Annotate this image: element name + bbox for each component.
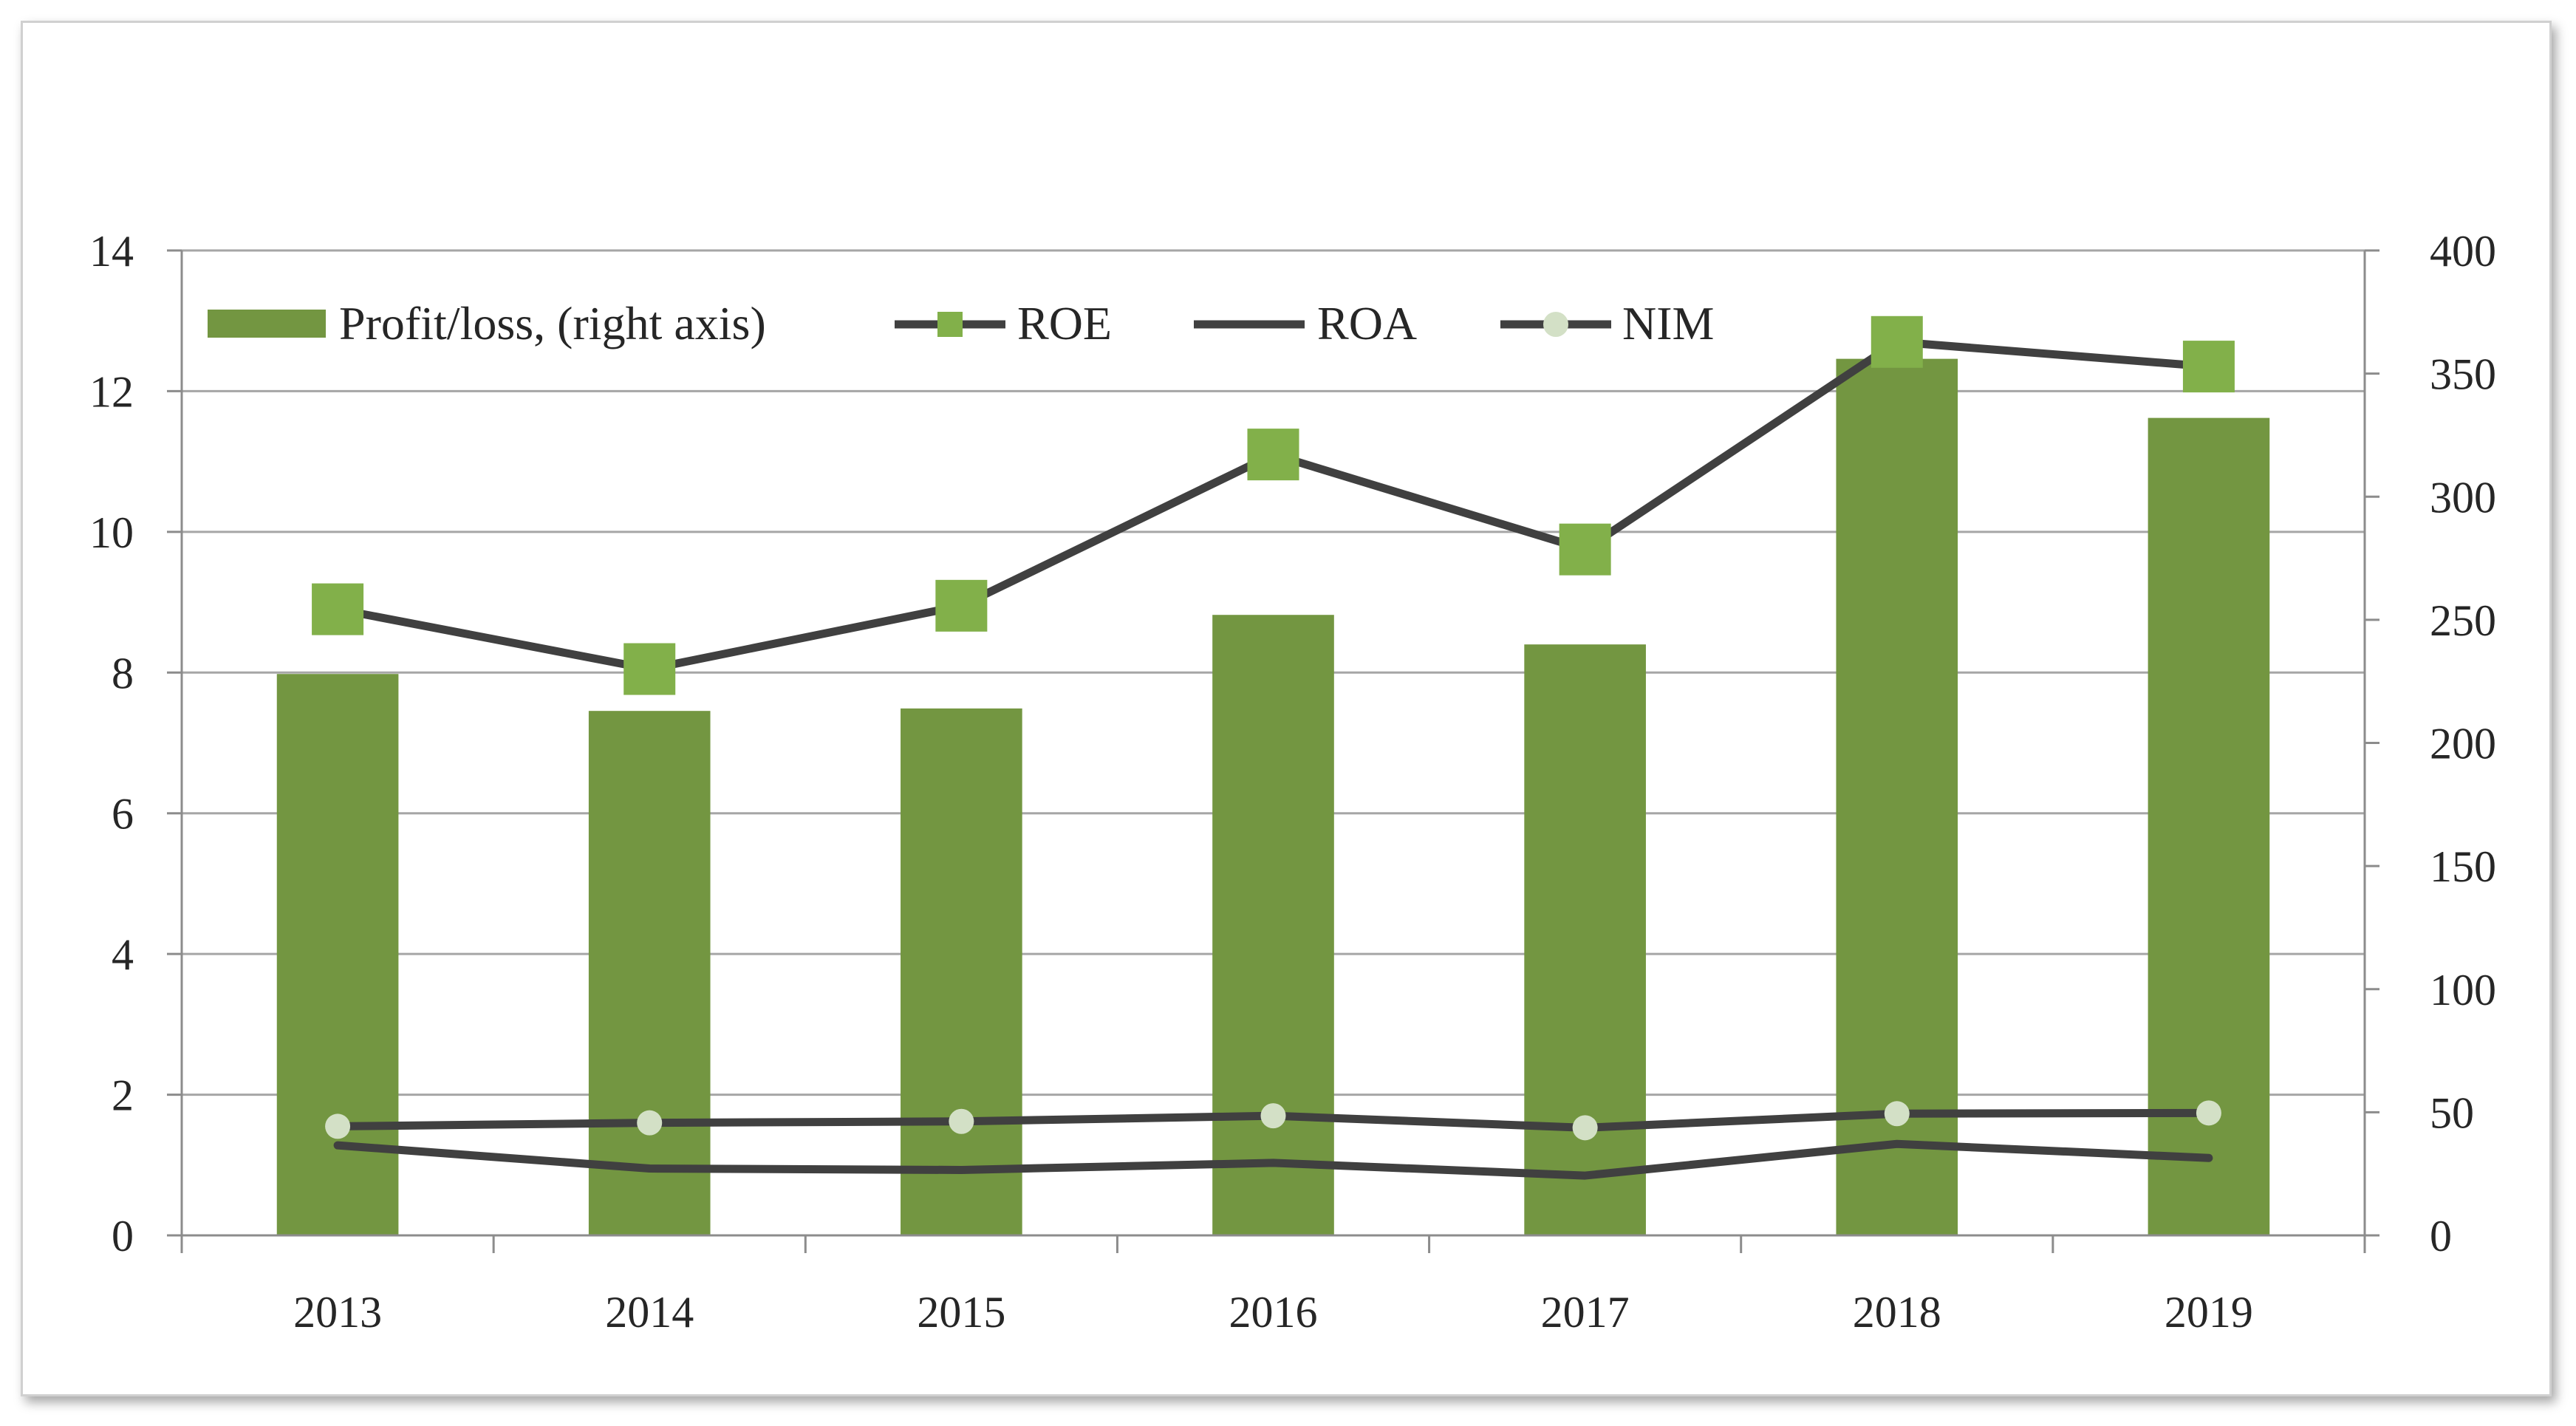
right-axis-label-350: 350	[2430, 350, 2496, 399]
axes	[167, 249, 2379, 1253]
point-roe-2019	[2182, 341, 2235, 393]
point-nim-2016	[1260, 1103, 1286, 1129]
left-axis-label-12: 12	[89, 367, 134, 416]
point-nim-2013	[325, 1113, 351, 1139]
right-axis-label-200: 200	[2430, 720, 2496, 768]
legend-marker-roe	[937, 312, 963, 337]
right-axis-label-100: 100	[2430, 966, 2496, 1014]
left-axis-label-6: 6	[112, 790, 134, 839]
point-roe-2015	[935, 579, 988, 632]
legend-label-nim: NIM	[1622, 297, 1714, 349]
point-nim-2019	[2196, 1100, 2221, 1126]
bar-2016	[1212, 615, 1334, 1235]
point-roe-2013	[312, 583, 364, 635]
bar-2018	[1836, 358, 1958, 1235]
x-axis-tick-labels: 2013 2014 2015 2016 2017 2018 2019	[293, 1288, 2253, 1337]
point-nim-2018	[1884, 1101, 1910, 1127]
point-nim-2017	[1572, 1115, 1598, 1141]
x-axis-label-2019: 2019	[2165, 1288, 2253, 1337]
left-axis-label-2: 2	[112, 1071, 134, 1120]
right-axis-tick-labels: 0 50 100 150 200 250 300 350 400	[2430, 227, 2496, 1260]
bar-2014	[588, 711, 711, 1235]
point-roe-2016	[1247, 429, 1299, 481]
bar-series-profit-loss	[276, 358, 2270, 1235]
point-nim-2014	[637, 1110, 663, 1136]
right-axis-label-400: 400	[2430, 227, 2496, 276]
left-axis-label-0: 0	[112, 1212, 134, 1260]
legend-label-roa: ROA	[1317, 297, 1417, 349]
point-roe-2018	[1870, 315, 1923, 368]
x-axis-label-2015: 2015	[917, 1288, 1005, 1337]
right-axis-label-250: 250	[2430, 596, 2496, 645]
chart-container: 0 2 4 6 8 10 12 14 0 50 100 150 200 250 300 350 400 201…	[21, 21, 2552, 1396]
left-axis-label-8: 8	[112, 649, 134, 697]
x-axis-label-2017: 2017	[1541, 1288, 1630, 1337]
point-roe-2014	[623, 643, 676, 695]
legend-label-roe: ROE	[1017, 297, 1112, 349]
x-axis-label-2018: 2018	[1853, 1288, 1941, 1337]
legend-marker-nim	[1543, 312, 1568, 337]
bar-2017	[1524, 644, 1646, 1235]
point-roe-2017	[1559, 523, 1611, 576]
right-axis-label-300: 300	[2430, 473, 2496, 522]
left-axis-label-4: 4	[112, 930, 134, 979]
right-axis-label-150: 150	[2430, 842, 2496, 891]
bar-2019	[2148, 417, 2270, 1235]
line-series	[312, 315, 2235, 1180]
bar-2015	[901, 708, 1022, 1235]
right-axis-label-50: 50	[2430, 1088, 2474, 1137]
left-axis-tick-labels: 0 2 4 6 8 10 12 14	[89, 227, 134, 1260]
legend-label-profit-loss: Profit/loss, (right axis)	[339, 297, 766, 349]
legend-swatch-profit-loss	[208, 310, 326, 338]
x-axis-label-2013: 2013	[293, 1288, 382, 1337]
left-axis-label-10: 10	[89, 508, 134, 557]
left-axis-label-14: 14	[89, 227, 134, 276]
right-axis-label-0: 0	[2430, 1212, 2452, 1260]
x-axis-label-2014: 2014	[605, 1288, 694, 1337]
x-axis-label-2016: 2016	[1229, 1288, 1318, 1337]
legend: Profit/loss, (right axis) ROE ROA NIM	[208, 297, 1714, 349]
line-roa	[333, 1139, 2213, 1180]
combo-chart: 0 2 4 6 8 10 12 14 0 50 100 150 200 250 300 350 400 201…	[89, 227, 2496, 1337]
point-nim-2015	[949, 1108, 974, 1134]
